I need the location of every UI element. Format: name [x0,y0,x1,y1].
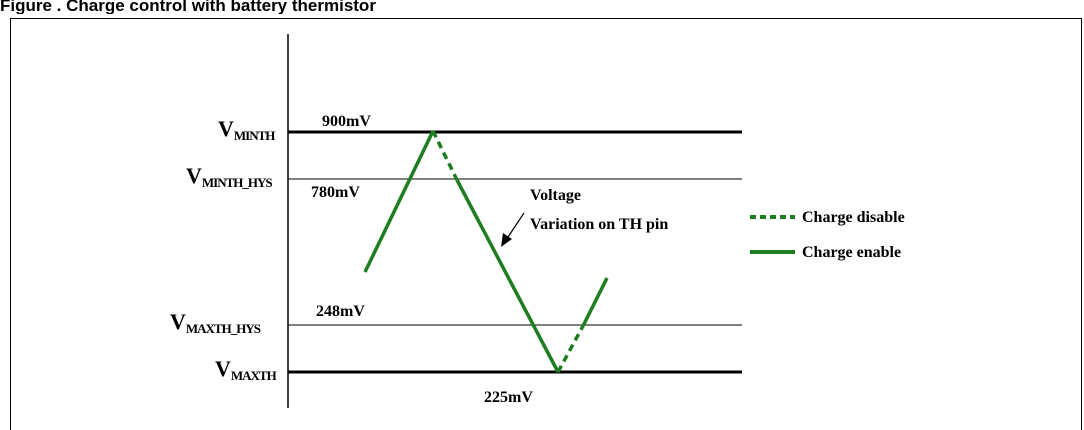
vmaxth-hys-label: VMAXTH_HYS [170,309,261,336]
vminth-hys-label: VMINTH_HYS [186,163,272,190]
legend-charge-enable: Charge enable [802,244,901,261]
legend-charge-disable: Charge disable [802,209,905,226]
trace-disable-rising [556,325,585,373]
trace-enable-rising-2 [581,277,609,327]
annotation-line1: Voltage [530,187,581,204]
trace-enable-rising [363,130,435,273]
vminth-label: VMINTH [218,116,275,143]
figure-caption: Figure . Charge control with battery the… [0,0,376,14]
legend: Charge disable Charge enable [750,209,905,261]
annotation-arrow-icon [501,212,525,247]
trace-disable-falling [431,130,459,181]
annotation-line2: Variation on TH pin [530,216,668,233]
vmaxth-value: 225mV [484,389,533,406]
trace-enable-falling [455,179,560,373]
vmaxth-hys-value: 248mV [316,303,365,320]
vmaxth-label: VMAXTH [215,356,277,383]
vminth-value: 900mV [322,113,371,130]
figure-frame [10,18,1082,430]
vminth-hys-value: 780mV [311,184,360,201]
